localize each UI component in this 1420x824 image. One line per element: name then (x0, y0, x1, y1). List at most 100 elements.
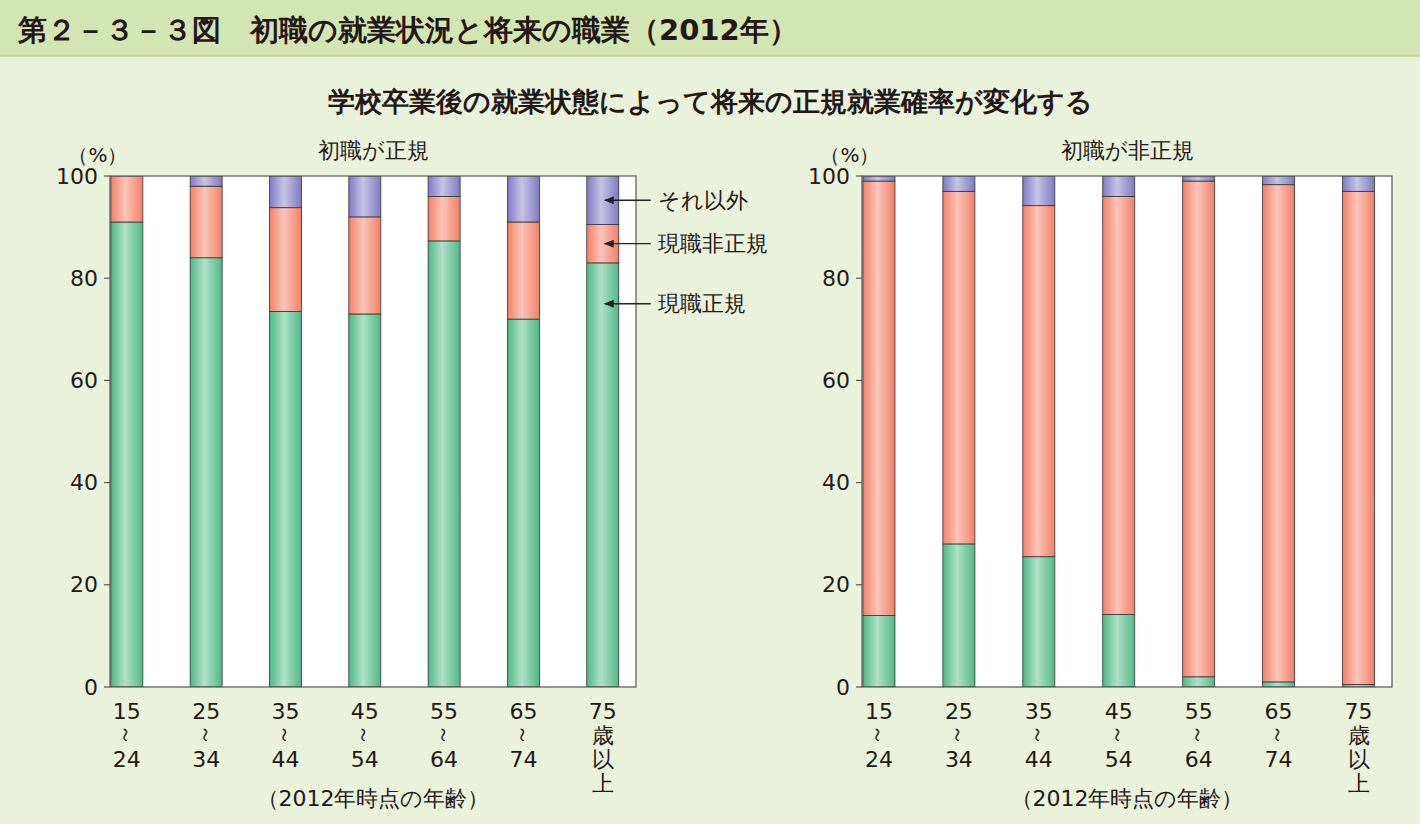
x-tick-label: 75歳以上 (1345, 699, 1373, 796)
bar-segment (111, 176, 143, 222)
x-tick-label: 65～74 (1265, 699, 1293, 772)
x-tick-label-part: ～ (866, 724, 891, 746)
header-rule (0, 55, 1420, 57)
x-tick-label-part: 15 (113, 699, 141, 724)
bar-segment (943, 544, 975, 687)
x-tick-label-part: 75 (1345, 699, 1373, 724)
x-tick-label-part: ～ (1266, 724, 1291, 746)
chart-title: 初職が正規 (318, 138, 429, 163)
bar-segment (190, 186, 222, 258)
bar-segment (428, 176, 460, 196)
bar-segment (863, 615, 895, 687)
bar-segment (349, 314, 381, 687)
bar-segment (269, 176, 301, 208)
x-tick-label-part: ～ (194, 724, 219, 746)
background (0, 0, 1420, 824)
y-tick-label: 20 (822, 572, 850, 597)
x-tick-label-part: ～ (352, 724, 377, 746)
x-tick-label-part: 上 (592, 771, 614, 796)
x-tick-label-part: 24 (113, 747, 141, 772)
figure-title: 第２－３－３図 初職の就業状況と将来の職業（2012年） (17, 13, 798, 47)
bar-segment (863, 176, 895, 181)
bar-segment (507, 176, 539, 222)
x-tick-label-part: 35 (1025, 699, 1053, 724)
y-tick (856, 686, 862, 687)
chart-panel: 020406080100（%）初職が正規（2012年時点の年齢）15～2425～… (56, 138, 636, 811)
chart-panel: 020406080100（%）初職が非正規（2012年時点の年齢）15～2425… (808, 138, 1392, 811)
y-axis-label: （%） (820, 143, 879, 167)
bar-segment (269, 311, 301, 687)
y-tick (856, 278, 862, 279)
x-tick-label: 25～34 (945, 699, 973, 772)
y-tick-label: 80 (70, 266, 98, 291)
bar-segment (1023, 206, 1055, 557)
bar-segment (1183, 176, 1215, 181)
y-tick-label: 60 (70, 368, 98, 393)
bar-segment (1183, 181, 1215, 677)
chart-title: 初職が非正規 (1061, 138, 1194, 163)
x-tick-label-part: 以 (1348, 747, 1370, 772)
bar-segment (1263, 176, 1295, 185)
y-tick-label: 60 (822, 368, 850, 393)
bar-segment (349, 217, 381, 314)
x-tick-label: 55～64 (430, 699, 458, 772)
y-tick-label: 40 (70, 470, 98, 495)
x-tick-label: 25～34 (192, 699, 220, 772)
annotation-arrow (605, 303, 651, 304)
x-tick-label-part: 65 (509, 699, 537, 724)
bar-segment (1103, 196, 1135, 614)
bar-segment (1263, 682, 1295, 687)
bar-segment (1103, 176, 1135, 196)
bar-segment (1343, 191, 1375, 684)
plot-area (862, 176, 1392, 687)
x-axis-label: （2012年時点の年齢） (257, 786, 490, 811)
x-tick-label-part: 44 (1025, 747, 1053, 772)
y-tick (856, 175, 862, 176)
bar-segment (349, 176, 381, 217)
x-tick-label-part: 34 (945, 747, 973, 772)
y-tick (104, 278, 110, 279)
x-tick-label-part: 64 (1185, 747, 1213, 772)
annotation-arrow (605, 243, 651, 244)
y-tick-label: 80 (822, 266, 850, 291)
bar-segment (1023, 176, 1055, 206)
bar-segment (428, 196, 460, 240)
y-tick-label: 0 (84, 675, 98, 700)
figure-subtitle: 学校卒業後の就業状態によって将来の正規就業確率が変化する (328, 86, 1093, 117)
bar-segment (587, 263, 619, 687)
y-axis-label: （%） (68, 143, 127, 167)
bar-segment (1343, 176, 1375, 191)
bar-segment (1263, 185, 1295, 682)
plot-area (110, 176, 636, 687)
y-tick (104, 686, 110, 687)
x-tick-label-part: 24 (865, 747, 893, 772)
y-tick (856, 482, 862, 483)
bar-segment (1103, 614, 1135, 687)
x-tick-label-part: ～ (1026, 724, 1051, 746)
y-tick (104, 482, 110, 483)
series-annotation: それ以外 (658, 188, 748, 213)
x-tick-label-part: 歳 (1348, 723, 1370, 748)
x-tick-label: 15～24 (113, 699, 141, 772)
x-tick-label: 45～54 (1105, 699, 1133, 772)
y-tick-label: 100 (56, 164, 98, 189)
x-tick-label-part: ～ (273, 724, 298, 746)
x-tick-label-part: 34 (192, 747, 220, 772)
y-tick-label: 40 (822, 470, 850, 495)
header-band (0, 0, 1420, 56)
series-annotation: 現職非正規 (658, 231, 768, 256)
bar-segment (190, 258, 222, 687)
x-tick-label: 45～54 (351, 699, 379, 772)
y-tick-label: 100 (808, 164, 850, 189)
x-tick-label: 55～64 (1185, 699, 1213, 772)
bars (863, 176, 1375, 687)
bar-segment (190, 176, 222, 186)
x-tick-label-part: ～ (1106, 724, 1131, 746)
bar-segment (507, 319, 539, 687)
x-tick-label-part: 35 (271, 699, 299, 724)
x-axis-label: （2012年時点の年齢） (1011, 786, 1244, 811)
x-tick-label-part: 54 (1105, 747, 1133, 772)
x-tick-label-part: ～ (946, 724, 971, 746)
x-tick-label-part: 54 (351, 747, 379, 772)
annotation-arrow (605, 200, 651, 201)
